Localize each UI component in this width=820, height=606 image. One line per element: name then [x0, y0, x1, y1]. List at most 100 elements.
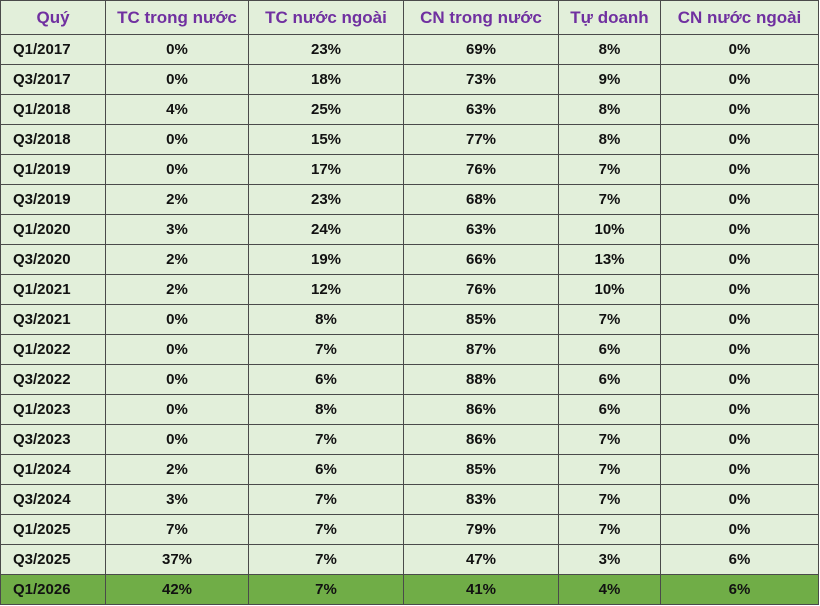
table-cell: 7% — [558, 184, 661, 215]
table-cell: 37% — [105, 544, 249, 575]
table-row: Q3/2017 0% 18% 73% 9% 0% — [0, 64, 819, 95]
header-cell: CN trong nước — [403, 0, 559, 35]
table-cell: 7% — [558, 484, 661, 515]
table-row: Q1/2023 0% 8% 86% 6% 0% — [0, 394, 819, 425]
table-cell: 0% — [660, 94, 819, 125]
table-row: Q3/2025 37% 7% 47% 3% 6% — [0, 544, 819, 575]
table-cell: 6% — [558, 334, 661, 365]
table-cell: 23% — [248, 184, 404, 215]
table-cell: 7% — [558, 304, 661, 335]
table-cell: 0% — [660, 484, 819, 515]
header-cell: TC nước ngoài — [248, 0, 404, 35]
table-cell: 17% — [248, 154, 404, 185]
table-cell: 76% — [403, 274, 559, 305]
table-cell: 7% — [248, 544, 404, 575]
row-label: Q3/2021 — [0, 304, 106, 335]
table-row: Q1/2021 2% 12% 76% 10% 0% — [0, 274, 819, 305]
table-cell: 0% — [660, 454, 819, 485]
table-cell: 6% — [660, 574, 819, 605]
table-cell: 7% — [558, 154, 661, 185]
table-cell: 0% — [105, 34, 249, 65]
table-cell: 63% — [403, 214, 559, 245]
table-cell: 6% — [248, 454, 404, 485]
table-cell: 0% — [105, 304, 249, 335]
table-row: Q3/2022 0% 6% 88% 6% 0% — [0, 364, 819, 395]
table-cell: 73% — [403, 64, 559, 95]
table-cell: 0% — [660, 64, 819, 95]
table-cell: 8% — [248, 304, 404, 335]
table-cell: 7% — [248, 574, 404, 605]
table-cell: 0% — [105, 64, 249, 95]
row-label: Q1/2024 — [0, 454, 106, 485]
table-row: Q3/2024 3% 7% 83% 7% 0% — [0, 484, 819, 515]
table-cell: 79% — [403, 514, 559, 545]
table-cell: 47% — [403, 544, 559, 575]
table-cell: 23% — [248, 34, 404, 65]
table-row: Q1/2019 0% 17% 76% 7% 0% — [0, 154, 819, 185]
table-cell: 2% — [105, 454, 249, 485]
table-cell: 7% — [248, 484, 404, 515]
table-row: Q1/2022 0% 7% 87% 6% 0% — [0, 334, 819, 365]
table-cell: 7% — [248, 424, 404, 455]
table-cell: 0% — [105, 334, 249, 365]
header-cell: CN nước ngoài — [660, 0, 819, 35]
row-label: Q3/2022 — [0, 364, 106, 395]
table-cell: 13% — [558, 244, 661, 275]
row-label: Q3/2023 — [0, 424, 106, 455]
table-cell: 0% — [660, 424, 819, 455]
table-cell: 0% — [660, 364, 819, 395]
table-row: Q3/2020 2% 19% 66% 13% 0% — [0, 244, 819, 275]
table-row: Q1/2024 2% 6% 85% 7% 0% — [0, 454, 819, 485]
table-cell: 24% — [248, 214, 404, 245]
table-cell: 19% — [248, 244, 404, 275]
table-cell: 0% — [660, 214, 819, 245]
table-cell: 0% — [660, 514, 819, 545]
table-cell: 2% — [105, 244, 249, 275]
table-cell: 87% — [403, 334, 559, 365]
row-label: Q3/2017 — [0, 64, 106, 95]
table-row: Q1/2017 0% 23% 69% 8% 0% — [0, 34, 819, 65]
table-row: Q3/2023 0% 7% 86% 7% 0% — [0, 424, 819, 455]
row-label: Q1/2020 — [0, 214, 106, 245]
table-cell: 0% — [660, 184, 819, 215]
table-cell: 9% — [558, 64, 661, 95]
table-body: Q1/2017 0% 23% 69% 8% 0% Q3/2017 0% 18% 73% 9% 0% Q1… — [0, 34, 819, 605]
table-cell: 0% — [660, 274, 819, 305]
table-cell: 85% — [403, 454, 559, 485]
table-cell: 68% — [403, 184, 559, 215]
header-row: Quý TC trong nước TC nước ngoài CN trong nư… — [0, 0, 819, 35]
table-cell: 2% — [105, 274, 249, 305]
row-label: Q1/2026 — [0, 574, 106, 605]
table-cell: 0% — [660, 244, 819, 275]
table-row: Q3/2021 0% 8% 85% 7% 0% — [0, 304, 819, 335]
table-cell: 3% — [105, 484, 249, 515]
table-cell: 2% — [105, 184, 249, 215]
table-cell: 69% — [403, 34, 559, 65]
table-cell: 6% — [248, 364, 404, 395]
row-label: Q1/2021 — [0, 274, 106, 305]
table-cell: 41% — [403, 574, 559, 605]
table-cell: 0% — [660, 304, 819, 335]
table-cell: 42% — [105, 574, 249, 605]
table-cell: 76% — [403, 154, 559, 185]
table-cell: 77% — [403, 124, 559, 155]
table-cell: 6% — [660, 544, 819, 575]
row-label: Q3/2024 — [0, 484, 106, 515]
row-label: Q3/2025 — [0, 544, 106, 575]
table-cell: 7% — [248, 514, 404, 545]
table-cell: 6% — [558, 364, 661, 395]
row-label: Q1/2022 — [0, 334, 106, 365]
table-cell: 0% — [660, 34, 819, 65]
row-label: Q3/2020 — [0, 244, 106, 275]
table-cell: 7% — [248, 334, 404, 365]
table-cell: 0% — [660, 334, 819, 365]
table-cell: 6% — [558, 394, 661, 425]
table-cell: 4% — [558, 574, 661, 605]
table-row: Q1/2026 42% 7% 41% 4% 6% — [0, 574, 819, 605]
row-label: Q3/2018 — [0, 124, 106, 155]
table-cell: 86% — [403, 394, 559, 425]
table-cell: 8% — [558, 94, 661, 125]
table-cell: 3% — [105, 214, 249, 245]
